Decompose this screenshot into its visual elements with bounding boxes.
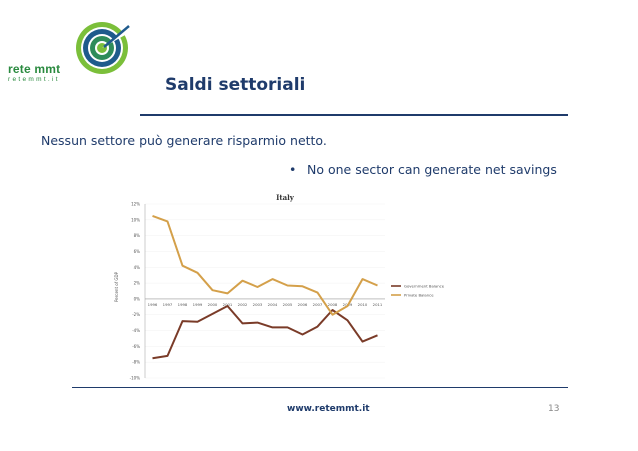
bullet-text: No one sector can generate net savings	[307, 162, 557, 177]
slide-title: Saldi settoriali	[165, 75, 306, 95]
x-tick-label: 2001	[223, 302, 233, 307]
y-tick-label: -8%	[132, 360, 140, 365]
y-tick-label: -10%	[130, 376, 141, 381]
y-tick-label: 12%	[131, 202, 140, 207]
x-tick-label: 2008	[328, 302, 338, 307]
x-tick-label: 2004	[268, 302, 278, 307]
chart-title: Italy	[276, 193, 295, 202]
footer-url: www.retemmt.it	[287, 404, 370, 414]
x-tick-label: 2011	[373, 302, 383, 307]
x-tick-label: 2010	[358, 302, 368, 307]
bullet-item: • No one sector can generate net savings	[289, 162, 557, 177]
y-tick-label: -6%	[132, 344, 140, 349]
sectoral-balances-chart: Italy Percent of GDP 12% 10% 8% 6% 4% 2% 0% -2%…	[114, 193, 445, 381]
x-tick-label: 1997	[163, 302, 173, 307]
y-tick-label: 0%	[134, 296, 141, 301]
x-tick-label: 2007	[313, 302, 323, 307]
y-tick-label: 10%	[131, 217, 140, 222]
y-tick-label: -4%	[132, 328, 140, 333]
x-tick-label: 2005	[283, 302, 293, 307]
x-tick-label: 2002	[238, 302, 248, 307]
x-tick-label: 1998	[178, 302, 188, 307]
x-tick-label: 2006	[298, 302, 308, 307]
bullet-icon: •	[289, 162, 297, 177]
y-axis-label: Percent of GDP	[114, 271, 119, 302]
logo-text: rete mmt	[8, 62, 61, 76]
y-tick-label: 8%	[134, 233, 141, 238]
x-tick-label: 1999	[193, 302, 203, 307]
retemmt-logo	[76, 22, 134, 74]
footer-divider	[72, 387, 568, 388]
x-tick-label: 1996	[148, 302, 158, 307]
title-divider	[140, 114, 568, 116]
legend-label: Government Balance	[404, 283, 445, 288]
series-line	[152, 214, 378, 316]
page-number: 13	[548, 404, 560, 414]
intro-text: Nessun settore può generare risparmio ne…	[41, 133, 327, 148]
y-tick-label: 4%	[134, 265, 141, 270]
y-tick-label: 6%	[134, 249, 141, 254]
x-tick-label: 2003	[253, 302, 263, 307]
legend-label: Private Balance	[404, 292, 434, 297]
y-tick-label: 2%	[134, 281, 141, 286]
y-tick-label: -2%	[132, 312, 140, 317]
x-tick-label: 2000	[208, 302, 218, 307]
logo-subtext: retemmt.it	[8, 76, 60, 83]
series-line	[152, 305, 378, 360]
